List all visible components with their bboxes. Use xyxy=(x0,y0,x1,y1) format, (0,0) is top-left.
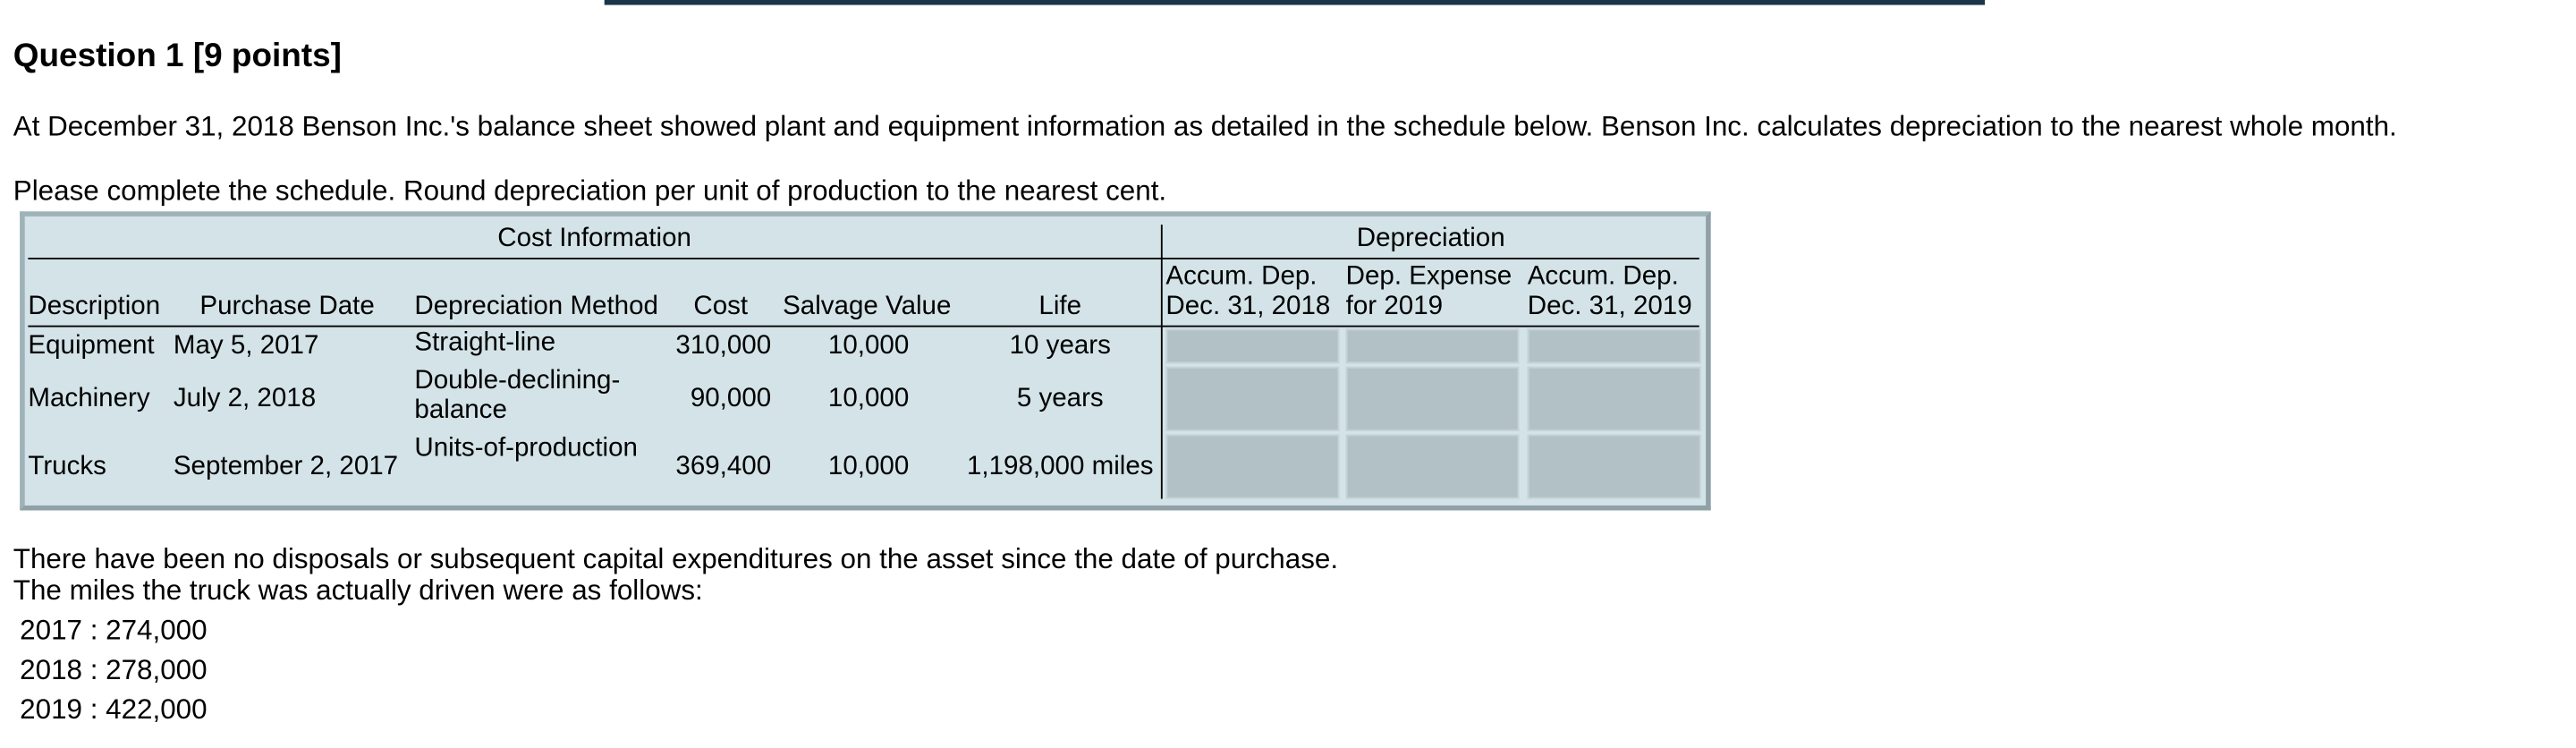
answer-input[interactable] xyxy=(1165,434,1340,499)
table-cell: 90,000 xyxy=(690,384,772,412)
answer-input[interactable] xyxy=(1527,434,1701,499)
table-cell: 10,000 xyxy=(827,331,910,360)
column-header: Salvage Value xyxy=(783,292,952,321)
answer-input[interactable] xyxy=(1165,366,1340,431)
column-header: Depreciation Method xyxy=(414,292,658,321)
table-cell: Double-declining-balance xyxy=(414,366,621,425)
answer-input[interactable] xyxy=(1165,328,1340,364)
table-cell: May 5, 2017 xyxy=(173,331,319,360)
miles-entry: 2019 : 422,000 xyxy=(20,693,208,726)
table-cell: Trucks xyxy=(28,451,106,480)
table-cell: 10 years xyxy=(1009,331,1111,360)
table-cell: 10,000 xyxy=(827,451,910,480)
answer-input[interactable] xyxy=(1527,366,1701,431)
rule xyxy=(28,325,1699,327)
column-header: Description xyxy=(28,292,161,321)
miles-entry: 2017 : 274,000 xyxy=(20,614,208,646)
note-text: There have been no disposals or subseque… xyxy=(13,543,1339,575)
table-cell: Machinery xyxy=(28,384,150,412)
table-cell: September 2, 2017 xyxy=(173,451,399,480)
table-cell: 310,000 xyxy=(675,331,772,360)
table-cell: 1,198,000 miles xyxy=(966,451,1154,480)
intro-text: Please complete the schedule. Round depr… xyxy=(13,174,1167,207)
column-header: Purchase Date xyxy=(199,292,375,321)
table-cell: Straight-line xyxy=(414,328,556,357)
rule xyxy=(1160,225,1163,499)
intro-text: At December 31, 2018 Benson Inc.'s balan… xyxy=(13,110,2397,142)
answer-input[interactable] xyxy=(1345,434,1520,499)
column-header: Accum. Dep. Dec. 31, 2018 xyxy=(1165,262,1331,321)
note-text: The miles the truck was actually driven … xyxy=(13,574,703,607)
table-cell: Units-of-production xyxy=(414,434,638,463)
table-cell: July 2, 2018 xyxy=(173,384,317,412)
table-cell: Equipment xyxy=(28,331,155,360)
group-header: Depreciation xyxy=(1356,225,1505,253)
column-header: Cost xyxy=(693,292,749,321)
top-bar xyxy=(604,0,1986,5)
miles-entry: 2018 : 278,000 xyxy=(20,654,208,686)
table-cell: 10,000 xyxy=(827,384,910,412)
column-header: Accum. Dep. Dec. 31, 2019 xyxy=(1527,262,1692,321)
group-header: Cost Information xyxy=(497,225,691,253)
question-title: Question 1 [9 points] xyxy=(13,38,342,75)
table-cell: 5 years xyxy=(1016,384,1104,412)
column-header: Life xyxy=(1038,292,1082,321)
answer-input[interactable] xyxy=(1345,328,1520,364)
rule xyxy=(28,258,1699,259)
answer-input[interactable] xyxy=(1345,366,1520,431)
table-cell: 369,400 xyxy=(675,451,772,480)
answer-input[interactable] xyxy=(1527,328,1701,364)
column-header: Dep. Expense for 2019 xyxy=(1345,262,1513,321)
